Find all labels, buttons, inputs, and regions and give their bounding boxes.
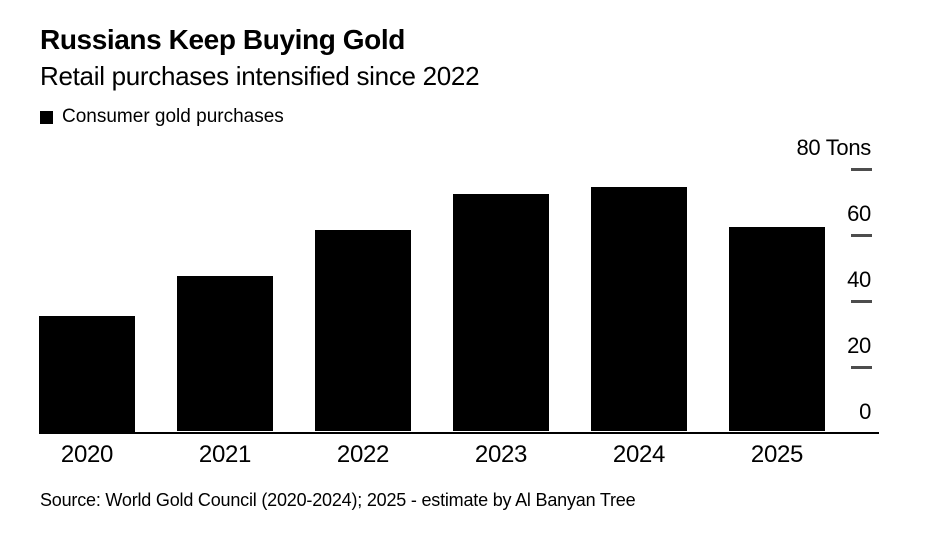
y-tick-label-40: 40 bbox=[847, 266, 871, 292]
y-tick-label-20: 20 bbox=[847, 332, 871, 358]
bar-2023 bbox=[453, 193, 549, 432]
bar-2021 bbox=[177, 276, 273, 432]
x-tick-label-2021: 2021 bbox=[198, 441, 252, 468]
legend-swatch-icon bbox=[40, 110, 53, 124]
x-tick-label-2020: 2020 bbox=[60, 441, 114, 468]
bar-2022 bbox=[315, 230, 411, 432]
y-tick-mark-60 bbox=[851, 233, 872, 237]
bar-2020 bbox=[39, 316, 135, 432]
source-note: Source: World Gold Council (2020-2024); … bbox=[40, 490, 636, 510]
y-tick-label-80: 80 Tons bbox=[796, 134, 871, 160]
legend: Consumer gold purchases bbox=[40, 106, 284, 128]
legend-label: Consumer gold purchases bbox=[62, 106, 284, 127]
y-tick-mark-20 bbox=[851, 365, 872, 369]
chart-subtitle: Retail purchases intensified since 2022 bbox=[40, 61, 480, 91]
y-tick-mark-80 bbox=[851, 167, 872, 171]
y-tick-mark-40 bbox=[851, 299, 872, 303]
x-tick-label-2022: 2022 bbox=[336, 441, 390, 468]
y-tick-label-0: 0 bbox=[859, 398, 871, 424]
x-axis-line bbox=[39, 431, 879, 434]
x-tick-label-2023: 2023 bbox=[474, 441, 528, 468]
bar-2025 bbox=[729, 226, 825, 432]
chart-title: Russians Keep Buying Gold bbox=[40, 24, 405, 55]
x-tick-label-2025: 2025 bbox=[750, 441, 804, 468]
bar-2024 bbox=[591, 187, 687, 432]
y-tick-label-60: 60 bbox=[847, 200, 871, 226]
x-tick-label-2024: 2024 bbox=[612, 441, 666, 468]
